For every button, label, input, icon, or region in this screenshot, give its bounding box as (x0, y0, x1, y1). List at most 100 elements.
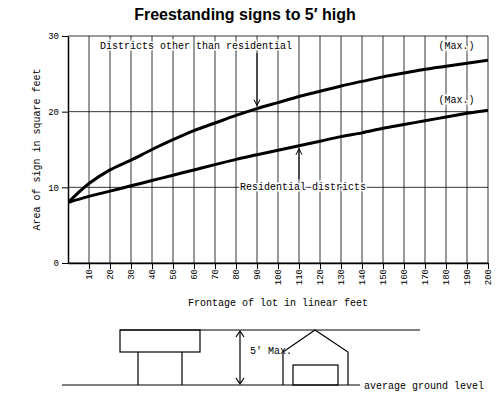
tick-label: 60 (190, 269, 200, 280)
tick-mark (215, 263, 216, 269)
tick: 20 (48, 108, 68, 118)
tick-mark (467, 263, 468, 269)
y-axis: 0 10 20 30 (48, 32, 68, 269)
arrow (299, 149, 300, 179)
tick: 140 (358, 263, 368, 285)
tick: 180 (442, 263, 452, 285)
house-sign (283, 330, 348, 385)
title: Freestanding signs to 5′ high (134, 6, 356, 23)
tick: 20 (106, 263, 116, 280)
tick: 80 (232, 263, 242, 280)
tick-mark (62, 112, 68, 113)
grid-line (236, 36, 237, 263)
tick-mark (341, 263, 342, 269)
tick-mark (320, 263, 321, 269)
sign-leg (181, 352, 182, 385)
x-axis-title: Frontage of lot in linear feet (188, 298, 368, 309)
tick: 50 (169, 263, 179, 280)
diagram: 5′ Max. average ground level (62, 330, 484, 392)
grid-line (467, 36, 468, 263)
tick-mark (173, 263, 174, 269)
tick-mark (62, 36, 68, 37)
ground-label: average ground level (364, 381, 484, 392)
height-arrow (239, 332, 240, 383)
grid-line (194, 36, 195, 263)
tick: 120 (316, 263, 326, 285)
tick-mark (110, 263, 111, 269)
tick-mark (488, 263, 489, 269)
tick-label: 130 (337, 269, 347, 285)
grid-line (446, 36, 447, 263)
grid (68, 36, 488, 263)
tick-mark (278, 263, 279, 269)
tick: 30 (48, 32, 68, 42)
grid-line (68, 36, 488, 37)
tick-label: 0 (54, 259, 59, 269)
grid-line (215, 36, 216, 263)
tick-mark (194, 263, 195, 269)
arrow-head (236, 331, 244, 384)
tick-mark (383, 263, 384, 269)
grid-line (362, 36, 363, 263)
annotation: (Max.) (438, 41, 474, 52)
tick-label: 150 (379, 269, 389, 285)
tick-label: 10 (48, 184, 59, 194)
annotation: (Max.) (438, 95, 474, 106)
tick-label: 70 (211, 269, 221, 280)
tick-mark (257, 263, 258, 269)
house-sign-panel (293, 365, 338, 385)
tick-label: 30 (48, 32, 59, 42)
axis-line (68, 37, 70, 264)
tick-label: 200 (484, 269, 494, 285)
grid-line (110, 36, 111, 263)
tick: 10 (85, 263, 95, 280)
tick-mark (404, 263, 405, 269)
tick-mark (362, 263, 363, 269)
grid-line (173, 36, 174, 263)
tick: 30 (127, 263, 137, 280)
tick-mark (236, 263, 237, 269)
tick-label: 30 (127, 269, 137, 280)
arrow-head (296, 149, 302, 155)
tick-label: 90 (253, 269, 263, 280)
tick: 150 (379, 263, 389, 285)
tick: 160 (400, 263, 410, 285)
tick-mark (62, 263, 68, 264)
tick: 190 (463, 263, 473, 285)
tick-label: 180 (442, 269, 452, 285)
tick: 170 (421, 263, 431, 285)
tick-mark (446, 263, 447, 269)
tick-mark (131, 263, 132, 269)
series-label: Districts other than residential (100, 41, 292, 52)
tick-label: 40 (148, 269, 158, 280)
arrow (257, 53, 258, 106)
tick: 110 (295, 263, 305, 285)
y-axis-title: Area of sign in square feet (32, 68, 43, 230)
tick-mark (152, 263, 153, 269)
grid-line (320, 36, 321, 263)
tick: 10 (48, 184, 68, 194)
lines (68, 60, 488, 202)
height-label: 5′ Max. (250, 346, 292, 357)
grid-line (257, 36, 258, 263)
sign-leg (137, 352, 138, 385)
tick-label: 160 (400, 269, 410, 285)
tick-mark (62, 187, 68, 188)
grid-line (404, 36, 405, 263)
tick-label: 140 (358, 269, 368, 285)
tick: 200 (484, 263, 494, 285)
tick: 90 (253, 263, 263, 280)
tick-mark (299, 263, 300, 269)
tick: 40 (148, 263, 158, 280)
chart: Freestanding signs to 5′ high 0 10 20 30 10 20… (0, 0, 500, 398)
tick: 100 (274, 263, 284, 285)
tick-mark (425, 263, 426, 269)
arrow-head (254, 100, 260, 106)
tick: 0 (54, 259, 68, 269)
grid-line (383, 36, 384, 263)
tick-label: 110 (295, 269, 305, 285)
tick: 70 (211, 263, 221, 280)
tick-label: 100 (274, 269, 284, 285)
grid-line (488, 36, 489, 263)
tick-label: 20 (48, 108, 59, 118)
